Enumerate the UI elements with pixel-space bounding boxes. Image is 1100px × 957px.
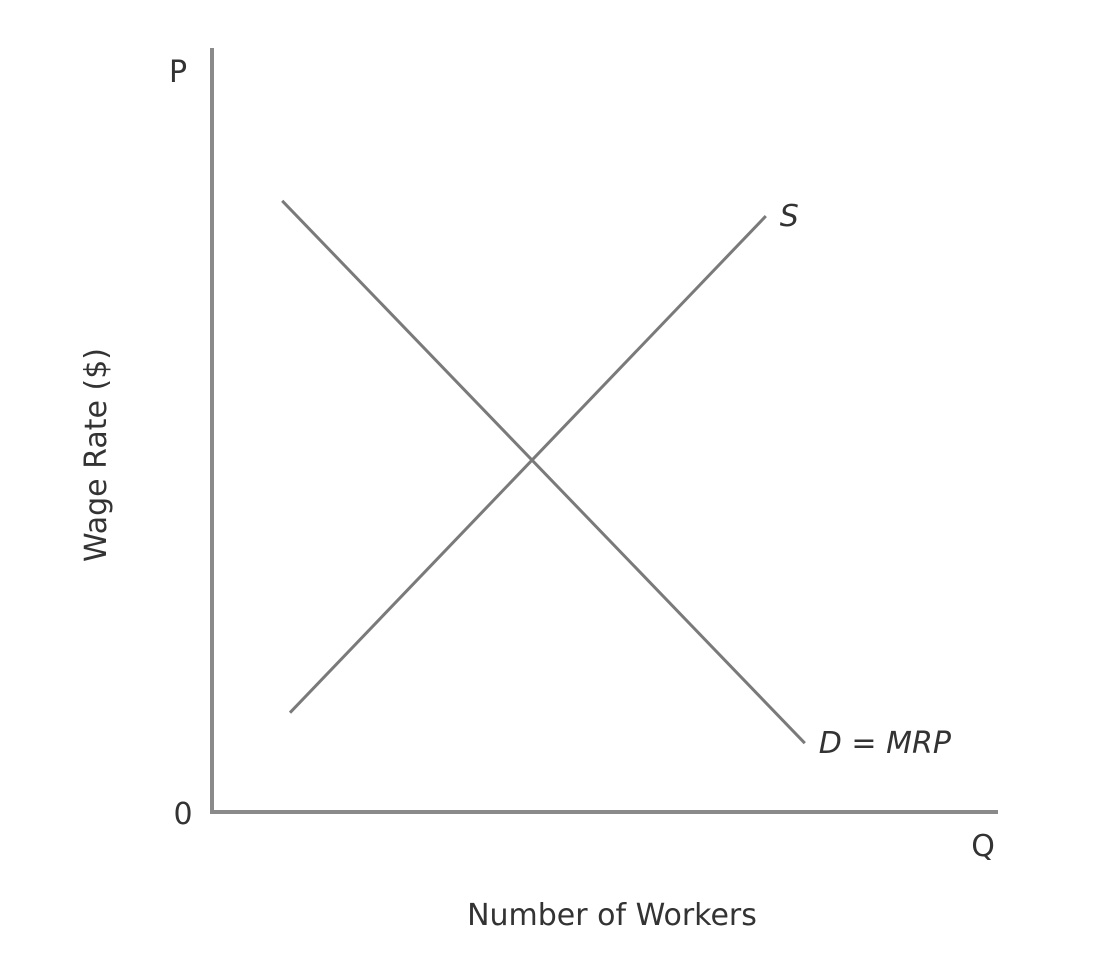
- series-layer: D = MRP S: [281, 199, 952, 761]
- y-axis-title: Wage Rate ($): [79, 348, 114, 562]
- y-axis-end-label: P: [169, 55, 187, 90]
- curve-s: [288, 215, 767, 714]
- x-axis-end-label: Q: [971, 829, 995, 864]
- curve-label-d-mrp: D = MRP: [819, 726, 952, 761]
- x-axis-title: Number of Workers: [467, 898, 757, 933]
- origin-label: 0: [173, 797, 192, 832]
- curve-d-mrp: [281, 199, 806, 745]
- curve-label-s: S: [780, 199, 799, 234]
